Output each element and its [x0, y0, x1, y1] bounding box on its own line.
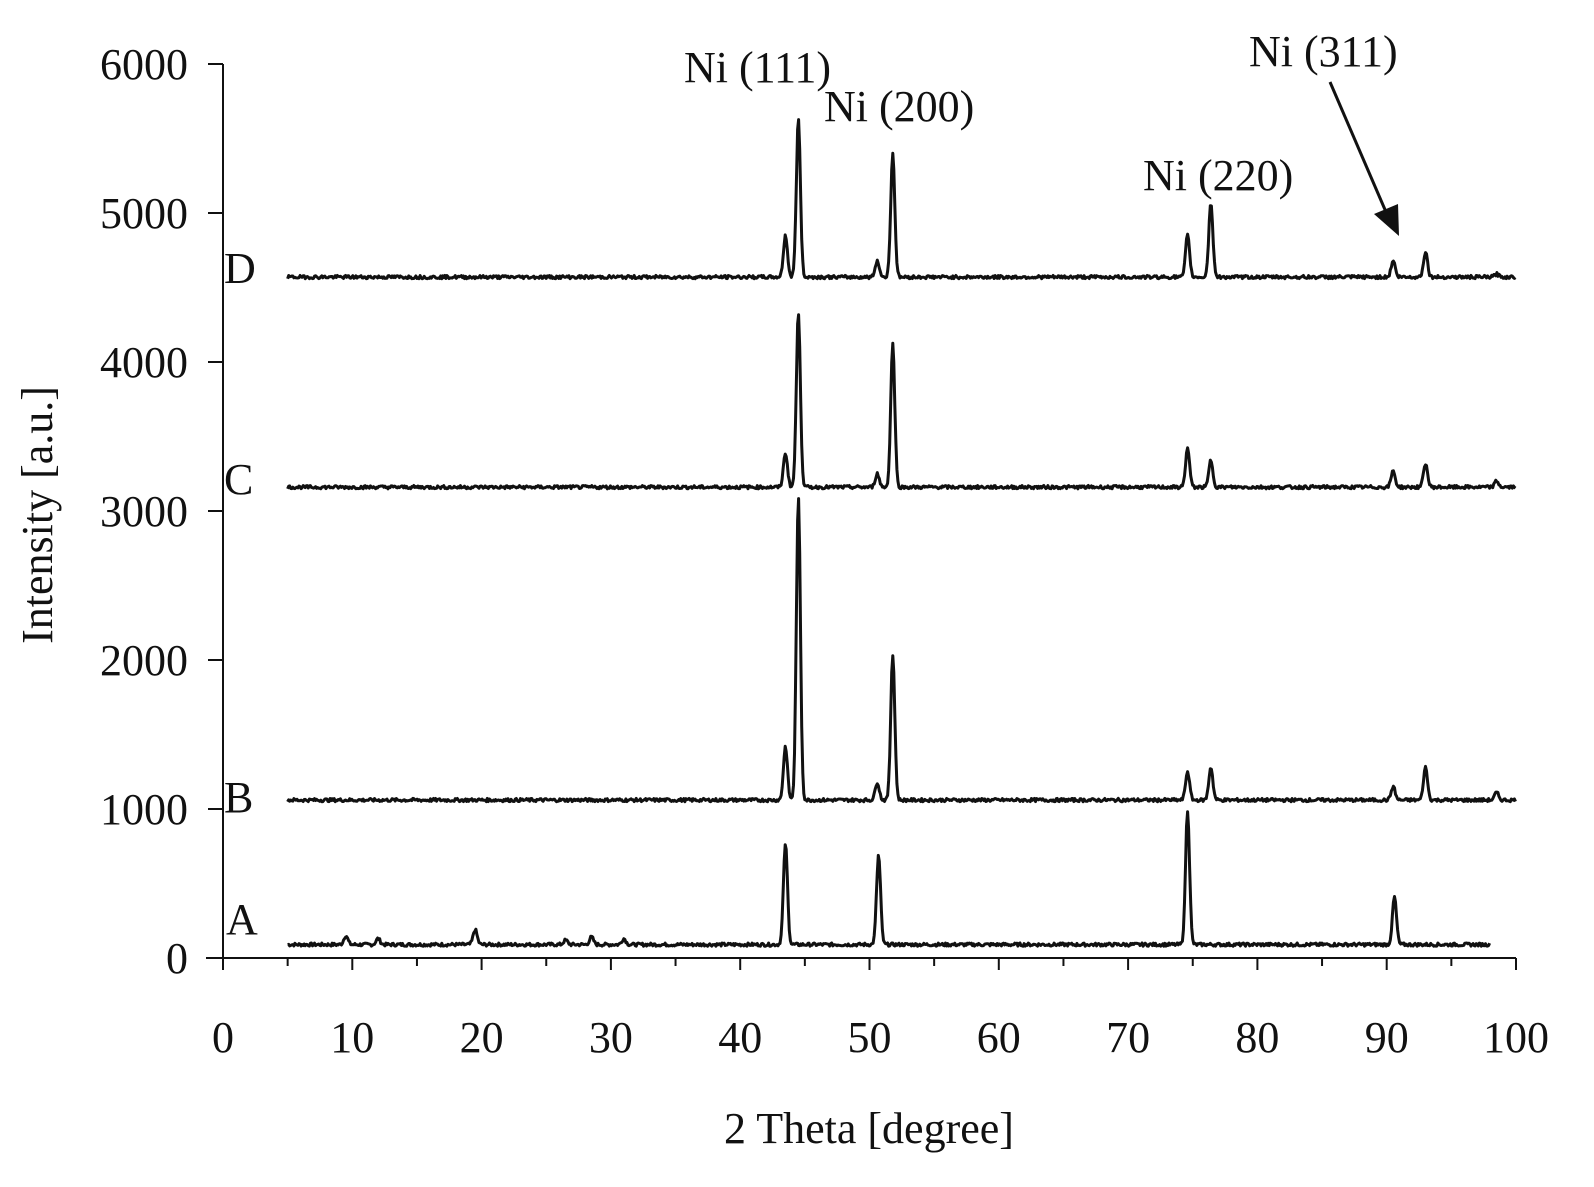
y-tick-label: 3000 [100, 487, 188, 536]
x-tick-label: 30 [589, 1013, 633, 1062]
annotation-ni-311: Ni (311) [1249, 27, 1398, 76]
x-tick-label: 50 [848, 1013, 892, 1062]
y-axis-title: Intensity [a.u.] [13, 386, 62, 644]
annotation-arrowhead-ni-311 [1374, 204, 1399, 236]
x-tick-label: 10 [330, 1013, 374, 1062]
axes [206, 64, 1516, 959]
series-label-d: D [224, 244, 256, 293]
x-tick-label: 60 [977, 1013, 1021, 1062]
x-tick-label: 90 [1365, 1013, 1409, 1062]
series-c-trace [286, 313, 1517, 491]
series-label-a: A [226, 895, 258, 944]
y-tick-label: 5000 [100, 189, 188, 238]
series-label-c: C [224, 455, 253, 504]
x-tick-label: 80 [1235, 1013, 1279, 1062]
series-label-b: B [224, 773, 253, 822]
x-tick-label: 0 [212, 1013, 234, 1062]
y-tick-label: 6000 [100, 40, 188, 89]
y-tick-label: 4000 [100, 338, 188, 387]
x-tick-label: 100 [1483, 1013, 1549, 1062]
y-tick-label: 0 [166, 934, 188, 983]
y-ticks: 0 1000 2000 3000 4000 5000 6000 [100, 40, 223, 983]
x-tick-label: 70 [1106, 1013, 1150, 1062]
series-d-trace [286, 118, 1517, 281]
x-ticks: 0 10 20 30 40 50 60 70 80 90 100 [212, 958, 1549, 1062]
y-tick-label: 2000 [100, 636, 188, 685]
annotation-ni-220: Ni (220) [1143, 151, 1293, 200]
y-tick-label: 1000 [100, 785, 188, 834]
annotation-ni-200: Ni (200) [824, 82, 974, 131]
annotation-ni-111: Ni (111) [684, 43, 831, 92]
x-tick-label: 20 [460, 1013, 504, 1062]
series-a-trace [287, 810, 1491, 948]
x-axis-title: 2 Theta [degree] [724, 1104, 1014, 1153]
annotation-arrow-ni-311 [1328, 81, 1388, 213]
x-tick-label: 40 [718, 1013, 762, 1062]
series-b-trace [286, 497, 1517, 804]
series-traces [286, 118, 1517, 948]
